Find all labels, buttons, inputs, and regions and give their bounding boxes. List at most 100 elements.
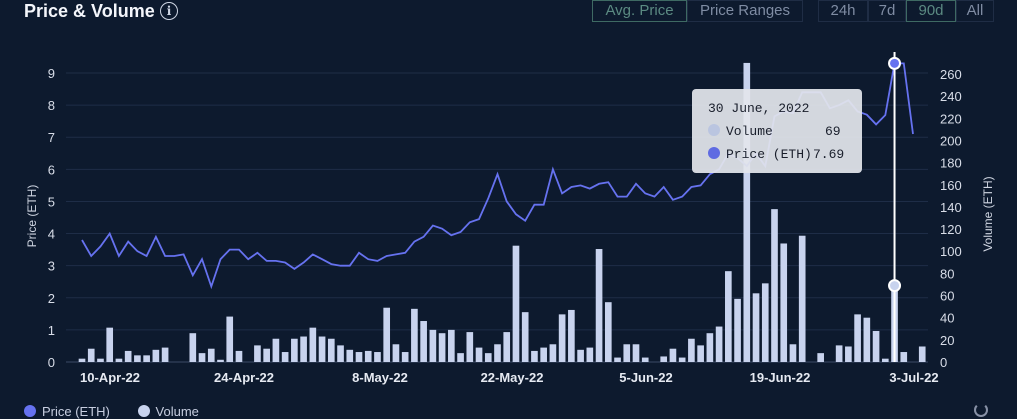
volume-bar (715, 326, 723, 362)
price-hover-point (888, 56, 902, 70)
volume-bar (734, 298, 741, 362)
volume-bar (872, 330, 880, 362)
volume-bar (660, 356, 668, 362)
volume-bar (854, 314, 861, 362)
volume-bar (355, 352, 363, 362)
tooltip-price-row: Price (ETH) (708, 147, 812, 163)
legend-volume-label: Volume (155, 404, 199, 419)
volume-bar (623, 344, 631, 362)
y-right-axis-title: Volume (ETH) (981, 176, 995, 251)
volume-bar (632, 344, 640, 362)
volume-bar (189, 333, 197, 362)
volume-bar (780, 243, 788, 362)
x-tick-label: 3-Jul-22 (889, 370, 938, 385)
volume-bar (586, 347, 594, 362)
volume-bar (318, 336, 326, 362)
legend-item-price[interactable]: Price (ETH) (24, 404, 110, 419)
y-right-tick-label: 140 (940, 200, 962, 215)
volume-bar (438, 333, 446, 362)
volume-bar (207, 348, 215, 362)
range-7d-button[interactable]: 7d (868, 0, 906, 22)
volume-bar (143, 355, 150, 362)
y-right-tick-label: 40 (940, 311, 954, 326)
volume-bar (466, 332, 474, 362)
legend-price-label: Price (ETH) (42, 404, 110, 419)
volume-bar (411, 308, 418, 362)
volume-bar (106, 327, 114, 362)
volume-bar (900, 352, 908, 362)
volume-bar (272, 338, 280, 362)
volume-bar (309, 327, 317, 362)
volume-bar (568, 309, 575, 362)
volume-bar (512, 245, 520, 362)
x-tick-label: 10-Apr-22 (80, 370, 140, 385)
chart-legend: Price (ETH) Volume (24, 404, 199, 419)
volume-bar (291, 338, 298, 362)
price-ranges-button[interactable]: Price Ranges (687, 0, 803, 22)
y-left-tick-label: 5 (48, 194, 55, 209)
tooltip-date: 30 June, 2022 (708, 101, 810, 116)
legend-price-dot-icon (24, 405, 36, 417)
range-90d-button[interactable]: 90d (906, 0, 956, 22)
y-left-tick-label: 3 (48, 259, 55, 274)
volume-bar (725, 271, 732, 362)
volume-bar (678, 357, 686, 362)
volume-bar (614, 357, 621, 362)
y-right-tick-label: 180 (940, 156, 962, 171)
volume-bar (263, 348, 270, 362)
volume-bar (845, 346, 852, 362)
volume-bar (217, 359, 224, 362)
volume-bar (420, 321, 427, 362)
volume-bar (152, 349, 160, 362)
x-tick-label: 19-Jun-22 (750, 370, 811, 385)
y-left-tick-label: 2 (48, 291, 55, 306)
volume-bar (549, 344, 557, 362)
volume-bar (918, 346, 926, 362)
volume-bar (706, 333, 714, 362)
y-right-tick-label: 220 (940, 111, 962, 126)
y-left-tick-label: 0 (48, 355, 55, 370)
info-icon[interactable]: i (160, 2, 178, 20)
volume-bar (87, 348, 95, 362)
y-left-tick-label: 1 (48, 323, 55, 338)
volume-bar (300, 336, 307, 362)
volume-bar (78, 358, 86, 362)
volume-bar (752, 293, 760, 362)
tooltip-price-label: Price (ETH) (726, 147, 812, 162)
volume-bar (374, 352, 381, 362)
volume-bar (835, 345, 843, 362)
volume-bar (401, 352, 409, 362)
volume-bar (798, 235, 806, 362)
volume-bar (558, 314, 566, 362)
price-dot-icon (708, 147, 720, 159)
volume-bar (789, 344, 797, 362)
y-right-tick-label: 80 (940, 266, 954, 281)
legend-volume-dot-icon (137, 405, 150, 417)
x-tick-label: 5-Jun-22 (619, 370, 672, 385)
volume-bar (743, 62, 751, 363)
volume-bar (429, 329, 437, 362)
volume-bar (531, 350, 538, 362)
volume-bar (761, 283, 769, 362)
volume-bar (281, 352, 289, 362)
avg-price-button[interactable]: Avg. Price (592, 0, 687, 22)
x-tick-label: 22-May-22 (481, 370, 544, 385)
volume-bar (254, 345, 261, 362)
volume-bar (595, 249, 603, 362)
volume-bar (235, 350, 243, 362)
volume-bar (577, 349, 584, 362)
volume-hover-point (888, 279, 902, 293)
x-tick-label: 24-Apr-22 (214, 370, 274, 385)
volume-bar (503, 332, 511, 362)
volume-bar (494, 344, 501, 362)
volume-bar (771, 209, 778, 362)
volume-bar (688, 338, 695, 362)
y-right-tick-label: 160 (940, 178, 962, 193)
legend-item-volume[interactable]: Volume (137, 404, 199, 419)
tooltip-volume-label: Volume (726, 124, 773, 139)
range-all-button[interactable]: All (956, 0, 994, 22)
volume-bar (198, 353, 206, 362)
range-24h-button[interactable]: 24h (818, 0, 868, 22)
volume-bar (161, 347, 169, 362)
